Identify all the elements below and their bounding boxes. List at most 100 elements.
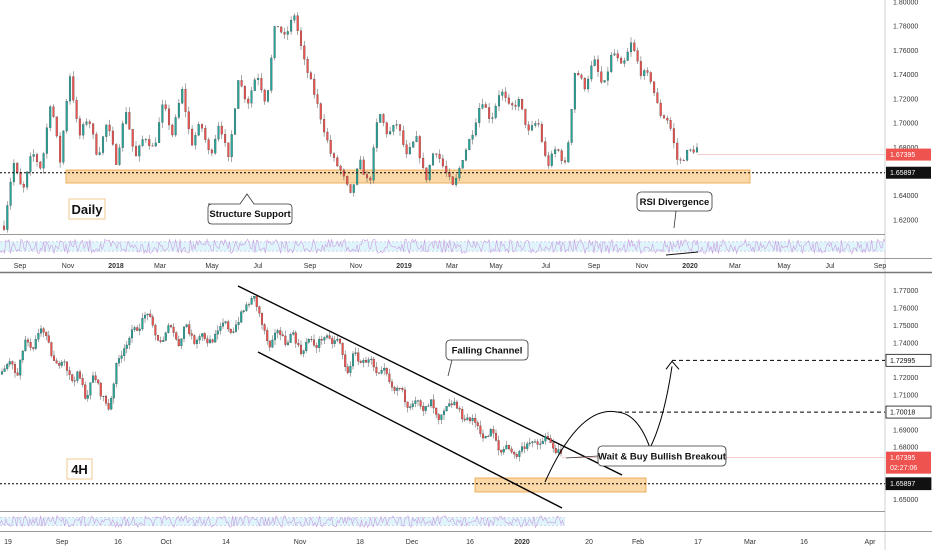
candle-body <box>92 123 95 135</box>
candle-body <box>365 174 369 179</box>
y-tick: 1.64000 <box>893 193 918 200</box>
candle-body <box>359 361 362 363</box>
candle-body <box>230 134 233 158</box>
y-tick: 1.80000 <box>893 0 918 7</box>
candle-body <box>91 375 95 383</box>
candle-body <box>245 304 248 311</box>
candle-body <box>187 111 190 130</box>
candle-body <box>450 403 453 406</box>
candle-body <box>185 324 188 328</box>
candle-body <box>164 104 167 109</box>
candle-body <box>174 117 177 136</box>
h4-candles <box>0 295 563 462</box>
candle-body <box>138 328 141 331</box>
candle-body <box>552 442 555 449</box>
candle-body <box>502 449 505 453</box>
candle-body <box>484 435 487 439</box>
level-badge: 1.65897 <box>885 477 932 491</box>
candle-body <box>385 367 388 374</box>
candle-body <box>468 417 472 422</box>
candle-body <box>676 142 679 160</box>
candle-body <box>491 117 494 119</box>
candle-body <box>162 340 165 342</box>
candle-body <box>65 100 68 132</box>
candle-body <box>401 388 404 391</box>
callout-structure-support: Structure Support <box>207 193 293 225</box>
support-badge-label: 1.65897 <box>890 170 915 177</box>
buy-zone <box>474 477 647 493</box>
candle-body <box>16 372 19 376</box>
candle-body <box>488 107 491 119</box>
candle-body <box>372 147 375 181</box>
candle-body <box>42 328 45 333</box>
candle-body <box>21 350 24 361</box>
candle-body <box>128 337 131 346</box>
candle-body <box>167 325 170 333</box>
price-badge: 1.67395 <box>886 148 931 161</box>
candle-body <box>649 72 652 82</box>
y-tick-label: 1.64000 <box>893 193 918 200</box>
candle-body <box>293 15 296 21</box>
candle-body <box>158 122 161 144</box>
candle-body <box>220 125 223 135</box>
candle-body <box>432 399 435 409</box>
candle-body <box>395 124 398 126</box>
candle-body <box>289 334 292 343</box>
candle-body <box>517 99 520 107</box>
callout-pointer <box>447 359 453 377</box>
candle-body <box>243 86 246 100</box>
x-tick-label: Sep <box>56 539 69 546</box>
candle-body <box>99 382 102 397</box>
candle-body <box>240 80 243 87</box>
candle-body <box>59 135 62 163</box>
candle-body <box>71 374 74 381</box>
candle-body <box>194 135 197 146</box>
candle-body <box>398 124 402 131</box>
candle-body <box>573 73 576 110</box>
price-badge-bg <box>886 451 931 474</box>
candle-body <box>326 131 329 141</box>
candle-body <box>271 339 274 348</box>
candle-body <box>22 184 25 188</box>
candle-body <box>471 134 474 140</box>
y-tick-label: 1.72000 <box>893 375 918 382</box>
candle-body <box>328 335 331 339</box>
channel-lower <box>257 351 563 509</box>
candle-body <box>253 296 256 299</box>
level-badge-label: 1.65897 <box>890 481 915 488</box>
candle-body <box>237 80 240 109</box>
candle-body <box>306 59 309 73</box>
x-tick-label: 19 <box>4 539 12 546</box>
x-tick-label: May <box>205 263 219 270</box>
candle-body <box>523 446 526 449</box>
candle-body <box>541 440 544 445</box>
candle-body <box>110 398 113 410</box>
candle-body <box>487 435 490 437</box>
callout-text: Wait & Buy Bullish Breakout <box>598 452 727 463</box>
timeframe-label: Daily <box>68 198 106 220</box>
x-tick-label: 14 <box>222 539 230 546</box>
candle-body <box>474 122 477 136</box>
candle-body <box>500 449 503 453</box>
candle-body <box>682 160 685 161</box>
candle-body <box>402 130 405 145</box>
candle-body <box>2 225 6 230</box>
candle-body <box>455 401 459 409</box>
candle-body <box>464 149 468 161</box>
x-tick-label: 16 <box>800 539 808 546</box>
candle-body <box>319 103 322 120</box>
candle-body <box>188 324 191 334</box>
candle-body <box>633 42 636 51</box>
candle-body <box>299 344 303 354</box>
candle-body <box>123 348 126 356</box>
candle-body <box>294 332 297 344</box>
candle-body <box>478 108 481 123</box>
candle-body <box>191 128 194 146</box>
candle-body <box>411 403 414 407</box>
level-badge-label: 1.70018 <box>890 410 915 417</box>
x-tick-label: 2018 <box>108 263 124 270</box>
candle-body <box>396 387 399 391</box>
candle-body <box>242 310 245 312</box>
candle-body <box>73 380 76 382</box>
